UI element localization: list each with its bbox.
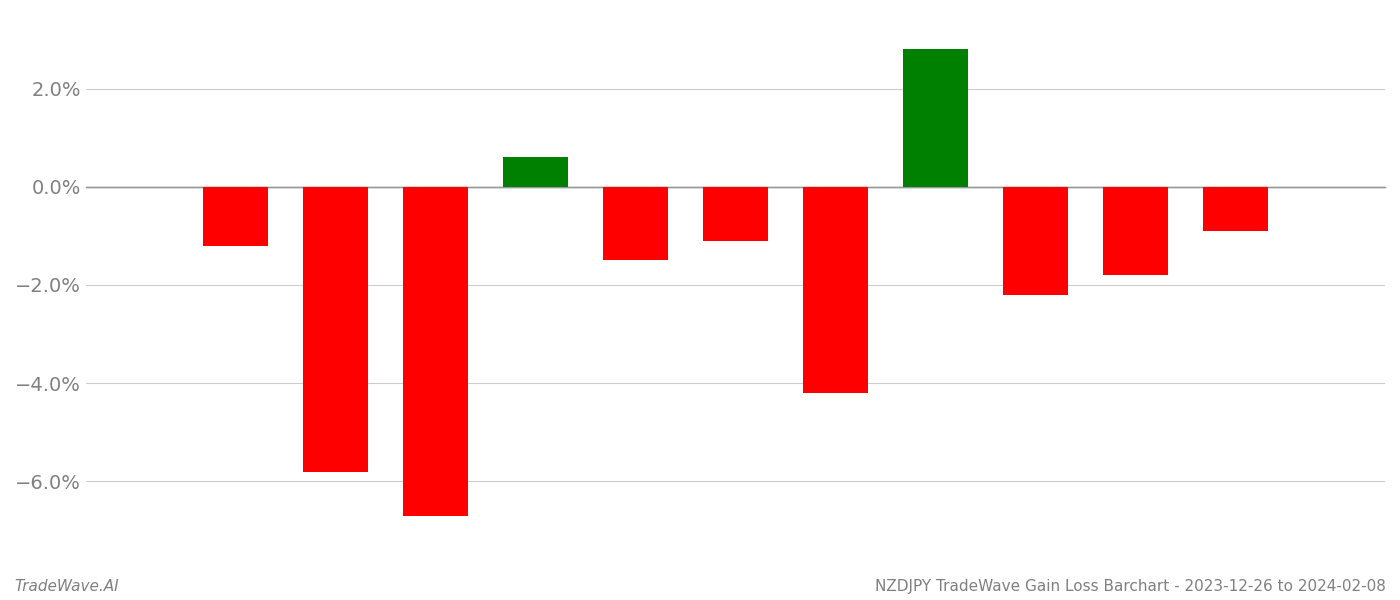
Bar (203, 187, 269, 246)
Bar (1002, 187, 1068, 295)
Bar (903, 49, 967, 187)
Text: TradeWave.AI: TradeWave.AI (14, 579, 119, 594)
Bar (304, 187, 368, 472)
Bar (503, 157, 568, 187)
Bar (403, 187, 468, 516)
Bar (703, 187, 767, 241)
Bar (603, 187, 668, 260)
Text: NZDJPY TradeWave Gain Loss Barchart - 2023-12-26 to 2024-02-08: NZDJPY TradeWave Gain Loss Barchart - 20… (875, 579, 1386, 594)
Bar (802, 187, 868, 393)
Bar (1103, 187, 1168, 275)
Bar (1203, 187, 1267, 231)
